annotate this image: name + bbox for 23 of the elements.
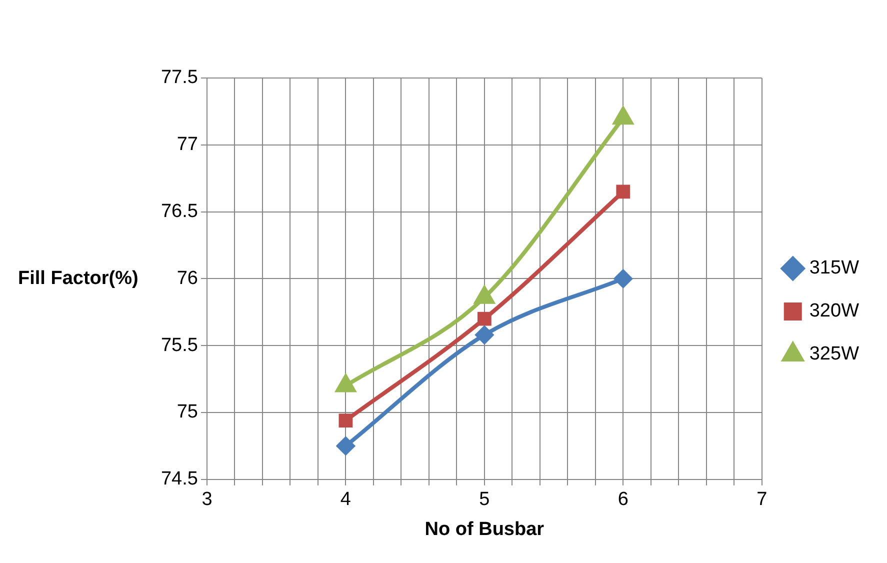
point	[475, 326, 494, 344]
legend-label: 325W	[809, 344, 860, 365]
point	[338, 414, 353, 428]
x-axis-title: No of Busbar	[424, 518, 545, 540]
legend-label: 315W	[809, 258, 860, 279]
y-axis-title: Fill Factor(%)	[18, 268, 138, 289]
point	[614, 270, 632, 288]
x-tick-label: 6	[618, 489, 628, 510]
point	[477, 312, 492, 326]
x-tick-label: 7	[756, 489, 768, 510]
point	[336, 436, 355, 455]
y-tick-label: 75.5	[160, 334, 198, 356]
x-tick-label: 3	[202, 489, 212, 510]
point	[616, 184, 630, 199]
y-tick-label: 75	[176, 402, 198, 423]
x-tick-label: 5	[479, 489, 490, 510]
y-tick-label: 77.5	[160, 67, 198, 88]
y-tick-label: 77	[176, 134, 198, 156]
y-tick-label: 74.5	[160, 468, 198, 490]
y-tick-label: 76.5	[160, 201, 198, 222]
y-tick-label: 76	[176, 268, 198, 289]
x-tick-label: 4	[340, 489, 352, 510]
legend-label: 320W	[809, 300, 860, 322]
